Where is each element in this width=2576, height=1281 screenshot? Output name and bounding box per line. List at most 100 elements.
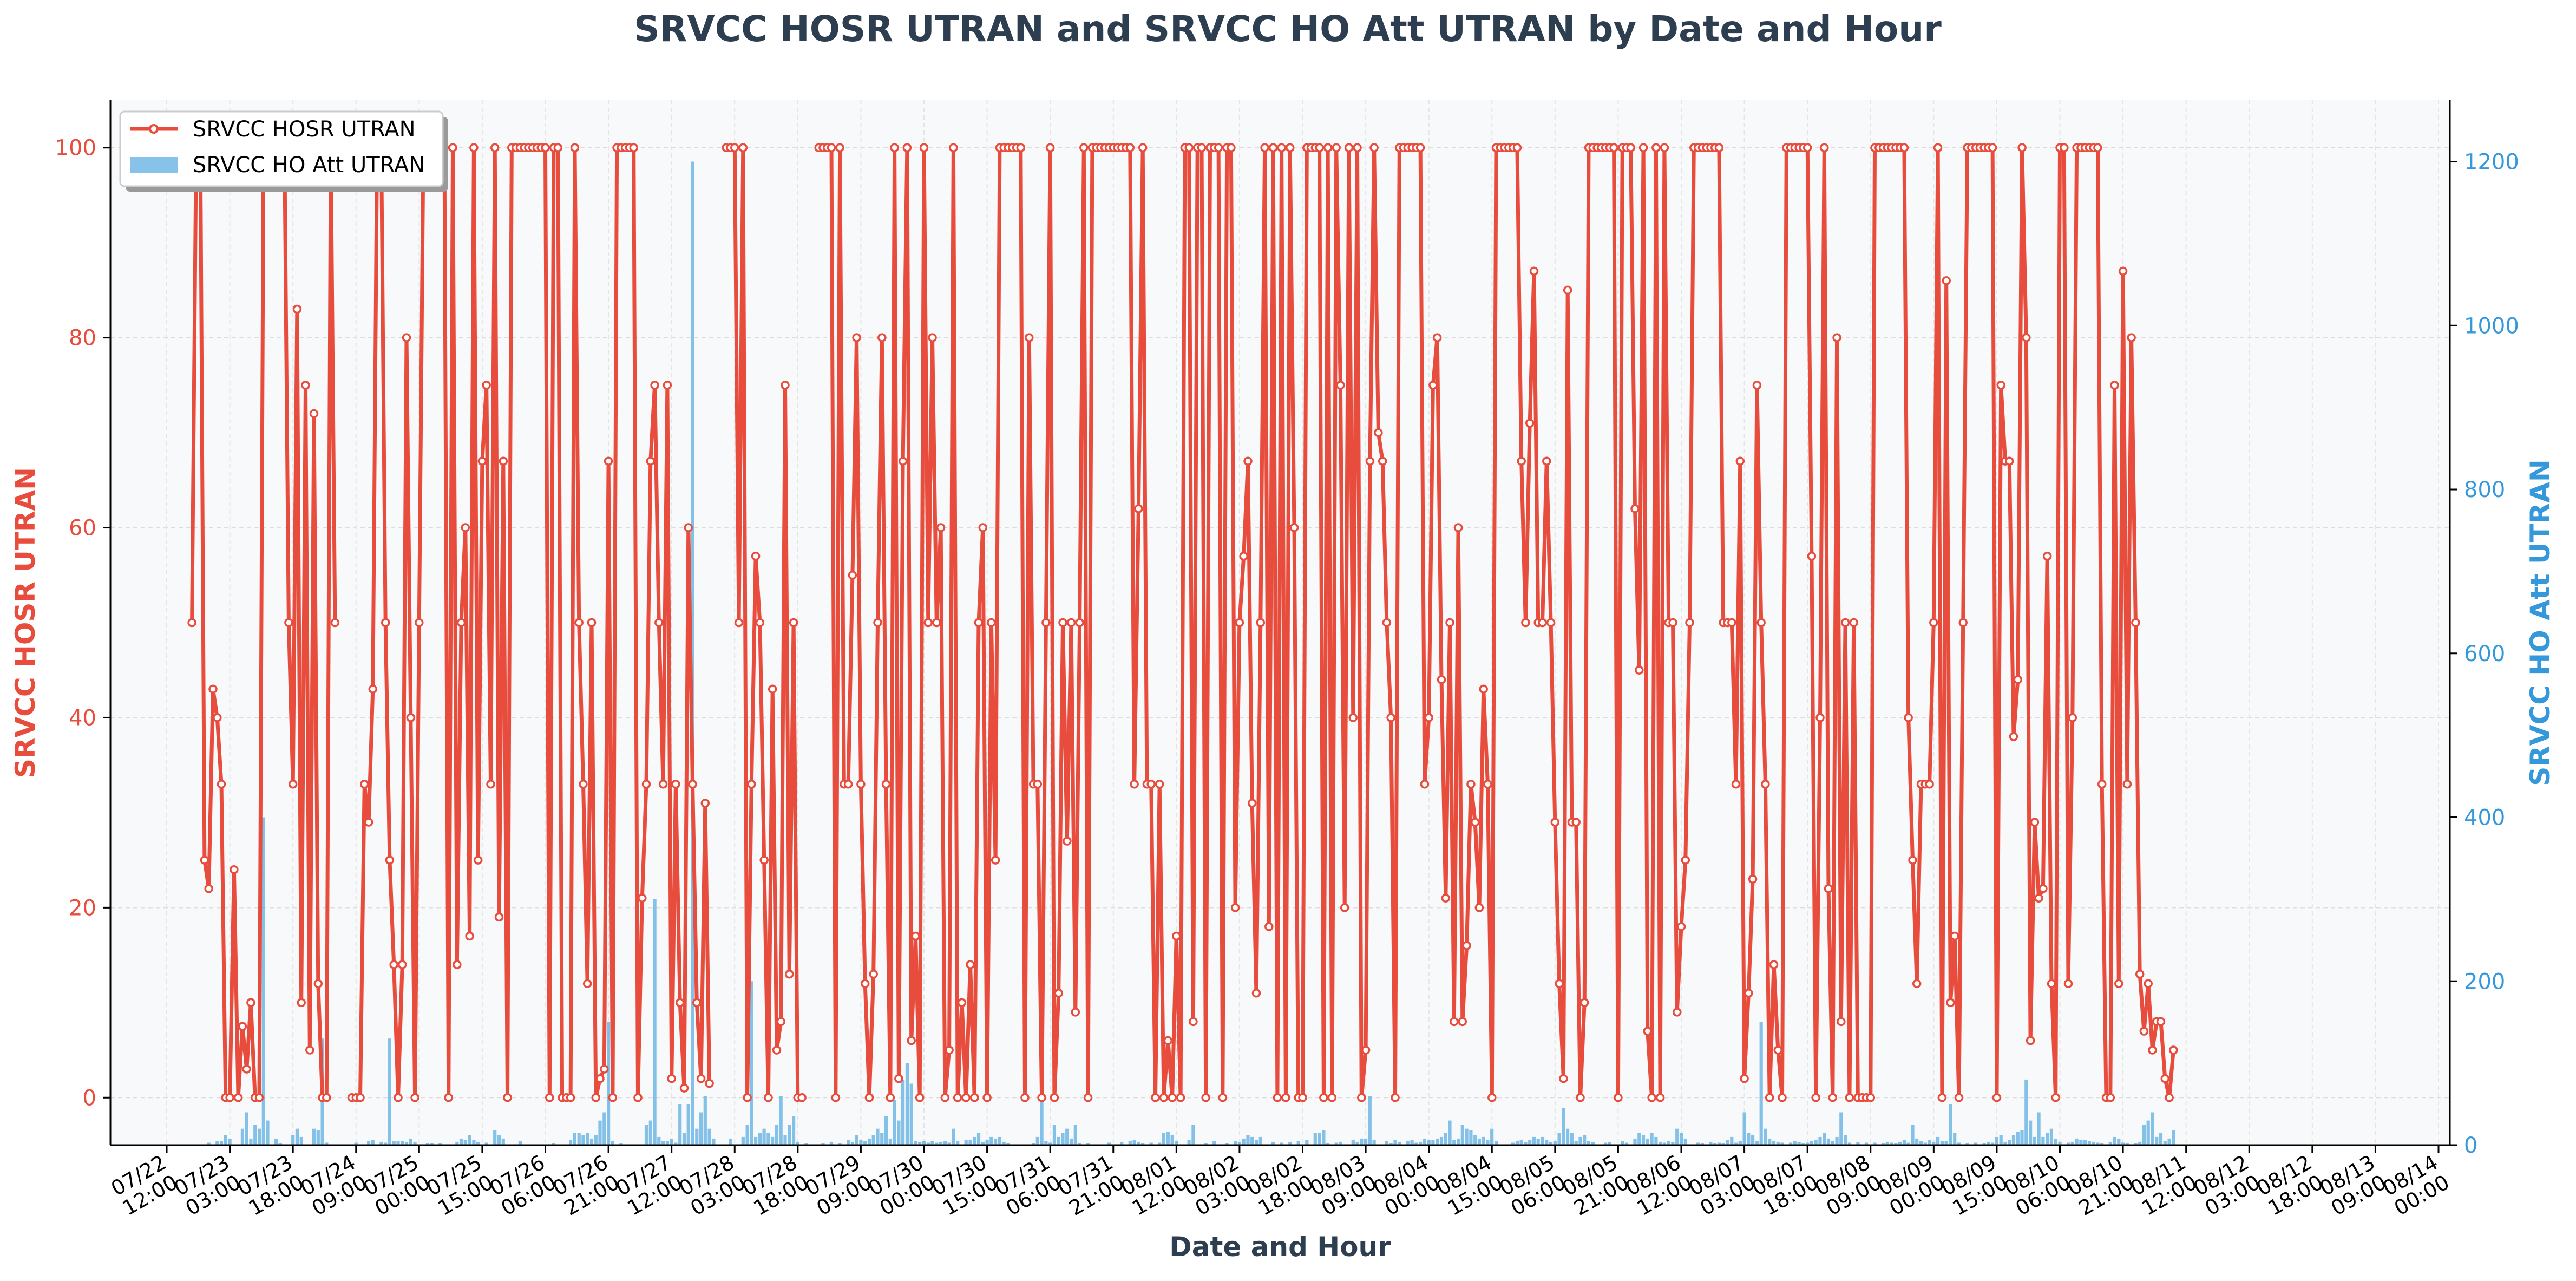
bar-340	[2108, 1141, 2112, 1145]
bar-66	[661, 1141, 665, 1145]
line-point-440	[2093, 143, 2102, 152]
bar-206	[1457, 1138, 1460, 1145]
line-point-41	[389, 960, 398, 969]
line-point-441	[2097, 780, 2107, 789]
bar-268	[1764, 1128, 1767, 1145]
line-point-458	[2169, 1045, 2178, 1055]
bar-287	[1847, 1142, 1851, 1145]
line-point-244	[1268, 143, 1278, 152]
bar-113	[909, 1083, 913, 1145]
line-point-56	[453, 960, 462, 969]
line-point-35	[364, 818, 373, 827]
line-point-46	[410, 1093, 419, 1102]
bar-220	[1528, 1140, 1532, 1145]
line-point-334	[1647, 1093, 1656, 1102]
bar-316	[1999, 1135, 2003, 1145]
line-point-160	[915, 1093, 925, 1102]
bar-300	[1919, 1141, 1923, 1145]
bar-151	[1128, 1141, 1132, 1145]
line-point-111	[684, 523, 693, 532]
bar-349	[2151, 1112, 2154, 1145]
bar-84	[758, 1133, 762, 1145]
line-point-407	[1954, 1093, 1964, 1102]
line-point-220	[1168, 1093, 1177, 1102]
line-point-132	[785, 969, 794, 979]
line-point-247	[1281, 1093, 1290, 1102]
bar-58	[602, 1112, 606, 1145]
bar-326	[2041, 1136, 2045, 1145]
line-point-333	[1643, 1027, 1653, 1036]
line-point-340	[1672, 1008, 1682, 1017]
x-axis-label: Date and Hour	[1169, 1231, 1391, 1263]
line-point-359	[1752, 381, 1762, 390]
bar-255	[1709, 1141, 1713, 1145]
bar-341	[2113, 1136, 2116, 1145]
line-point-133	[789, 618, 798, 628]
bar-43	[484, 1142, 488, 1145]
line-point-406	[1950, 931, 1959, 941]
line-point-263	[1348, 713, 1358, 722]
bar-239	[1624, 1142, 1629, 1145]
bar-207	[1460, 1125, 1464, 1145]
bar-198	[1423, 1138, 1426, 1145]
bar-286	[1844, 1135, 1847, 1145]
line-point-119	[730, 143, 739, 152]
line-point-422	[2017, 143, 2027, 152]
line-point-283	[1432, 333, 1442, 342]
bar-173	[1271, 1141, 1275, 1145]
bar-69	[674, 1142, 678, 1145]
line-point-222	[1176, 1093, 1185, 1102]
bar-288	[1856, 1141, 1860, 1145]
line-point-143	[843, 780, 853, 789]
bar-138	[1040, 1083, 1044, 1145]
line-point-282	[1428, 381, 1438, 390]
line-point-185	[1020, 1093, 1030, 1102]
bar-141	[1052, 1125, 1056, 1145]
line-point-304	[1521, 618, 1530, 628]
line-point-151	[877, 333, 887, 342]
y-right-tick-label-2: 400	[2464, 806, 2505, 831]
line-point-400	[1925, 780, 1934, 789]
line-point-139	[827, 143, 836, 152]
line-point-329	[1626, 143, 1635, 152]
line-point-228	[1201, 1093, 1210, 1102]
line-point-20	[288, 780, 298, 789]
line-point-362	[1765, 1093, 1774, 1102]
line-point-153	[886, 1093, 895, 1102]
line-point-432	[2060, 143, 2069, 152]
line-point-424	[2026, 1036, 2035, 1045]
line-point-290	[1462, 941, 1471, 950]
line-point-121	[738, 143, 748, 152]
line-point-262	[1344, 143, 1354, 152]
line-point-243	[1264, 922, 1274, 931]
line-point-213	[1138, 143, 1148, 152]
line-point-66	[494, 912, 504, 922]
y-left-tick-label-0: 0	[83, 1086, 96, 1110]
bar-335	[2083, 1140, 2087, 1145]
bar-320	[2016, 1132, 2020, 1145]
bar-253	[1696, 1142, 1700, 1145]
bar-232	[1578, 1136, 1582, 1145]
y-left-tick-label-5: 100	[55, 136, 96, 161]
bar-101	[859, 1140, 863, 1145]
bar-342	[2117, 1138, 2121, 1145]
line-point-21	[292, 304, 302, 314]
line-point-248	[1285, 143, 1295, 152]
line-point-417	[1996, 381, 2005, 390]
line-point-24	[305, 1045, 314, 1055]
line-point-379	[1837, 1017, 1846, 1027]
line-point-44	[402, 333, 411, 342]
bar-29	[396, 1141, 400, 1145]
line-point-265	[1357, 1093, 1366, 1102]
line-point-289	[1458, 1017, 1467, 1027]
bar-260	[1730, 1136, 1734, 1145]
line-point-292	[1470, 818, 1480, 827]
bar-152	[1132, 1140, 1136, 1145]
line-point-306	[1529, 266, 1539, 276]
bar-178	[1313, 1133, 1317, 1145]
line-point-380	[1840, 618, 1850, 628]
line-point-408	[1958, 618, 1968, 628]
line-point-317	[1576, 1093, 1585, 1102]
line-point-25	[309, 409, 319, 419]
legend-box	[119, 110, 444, 187]
